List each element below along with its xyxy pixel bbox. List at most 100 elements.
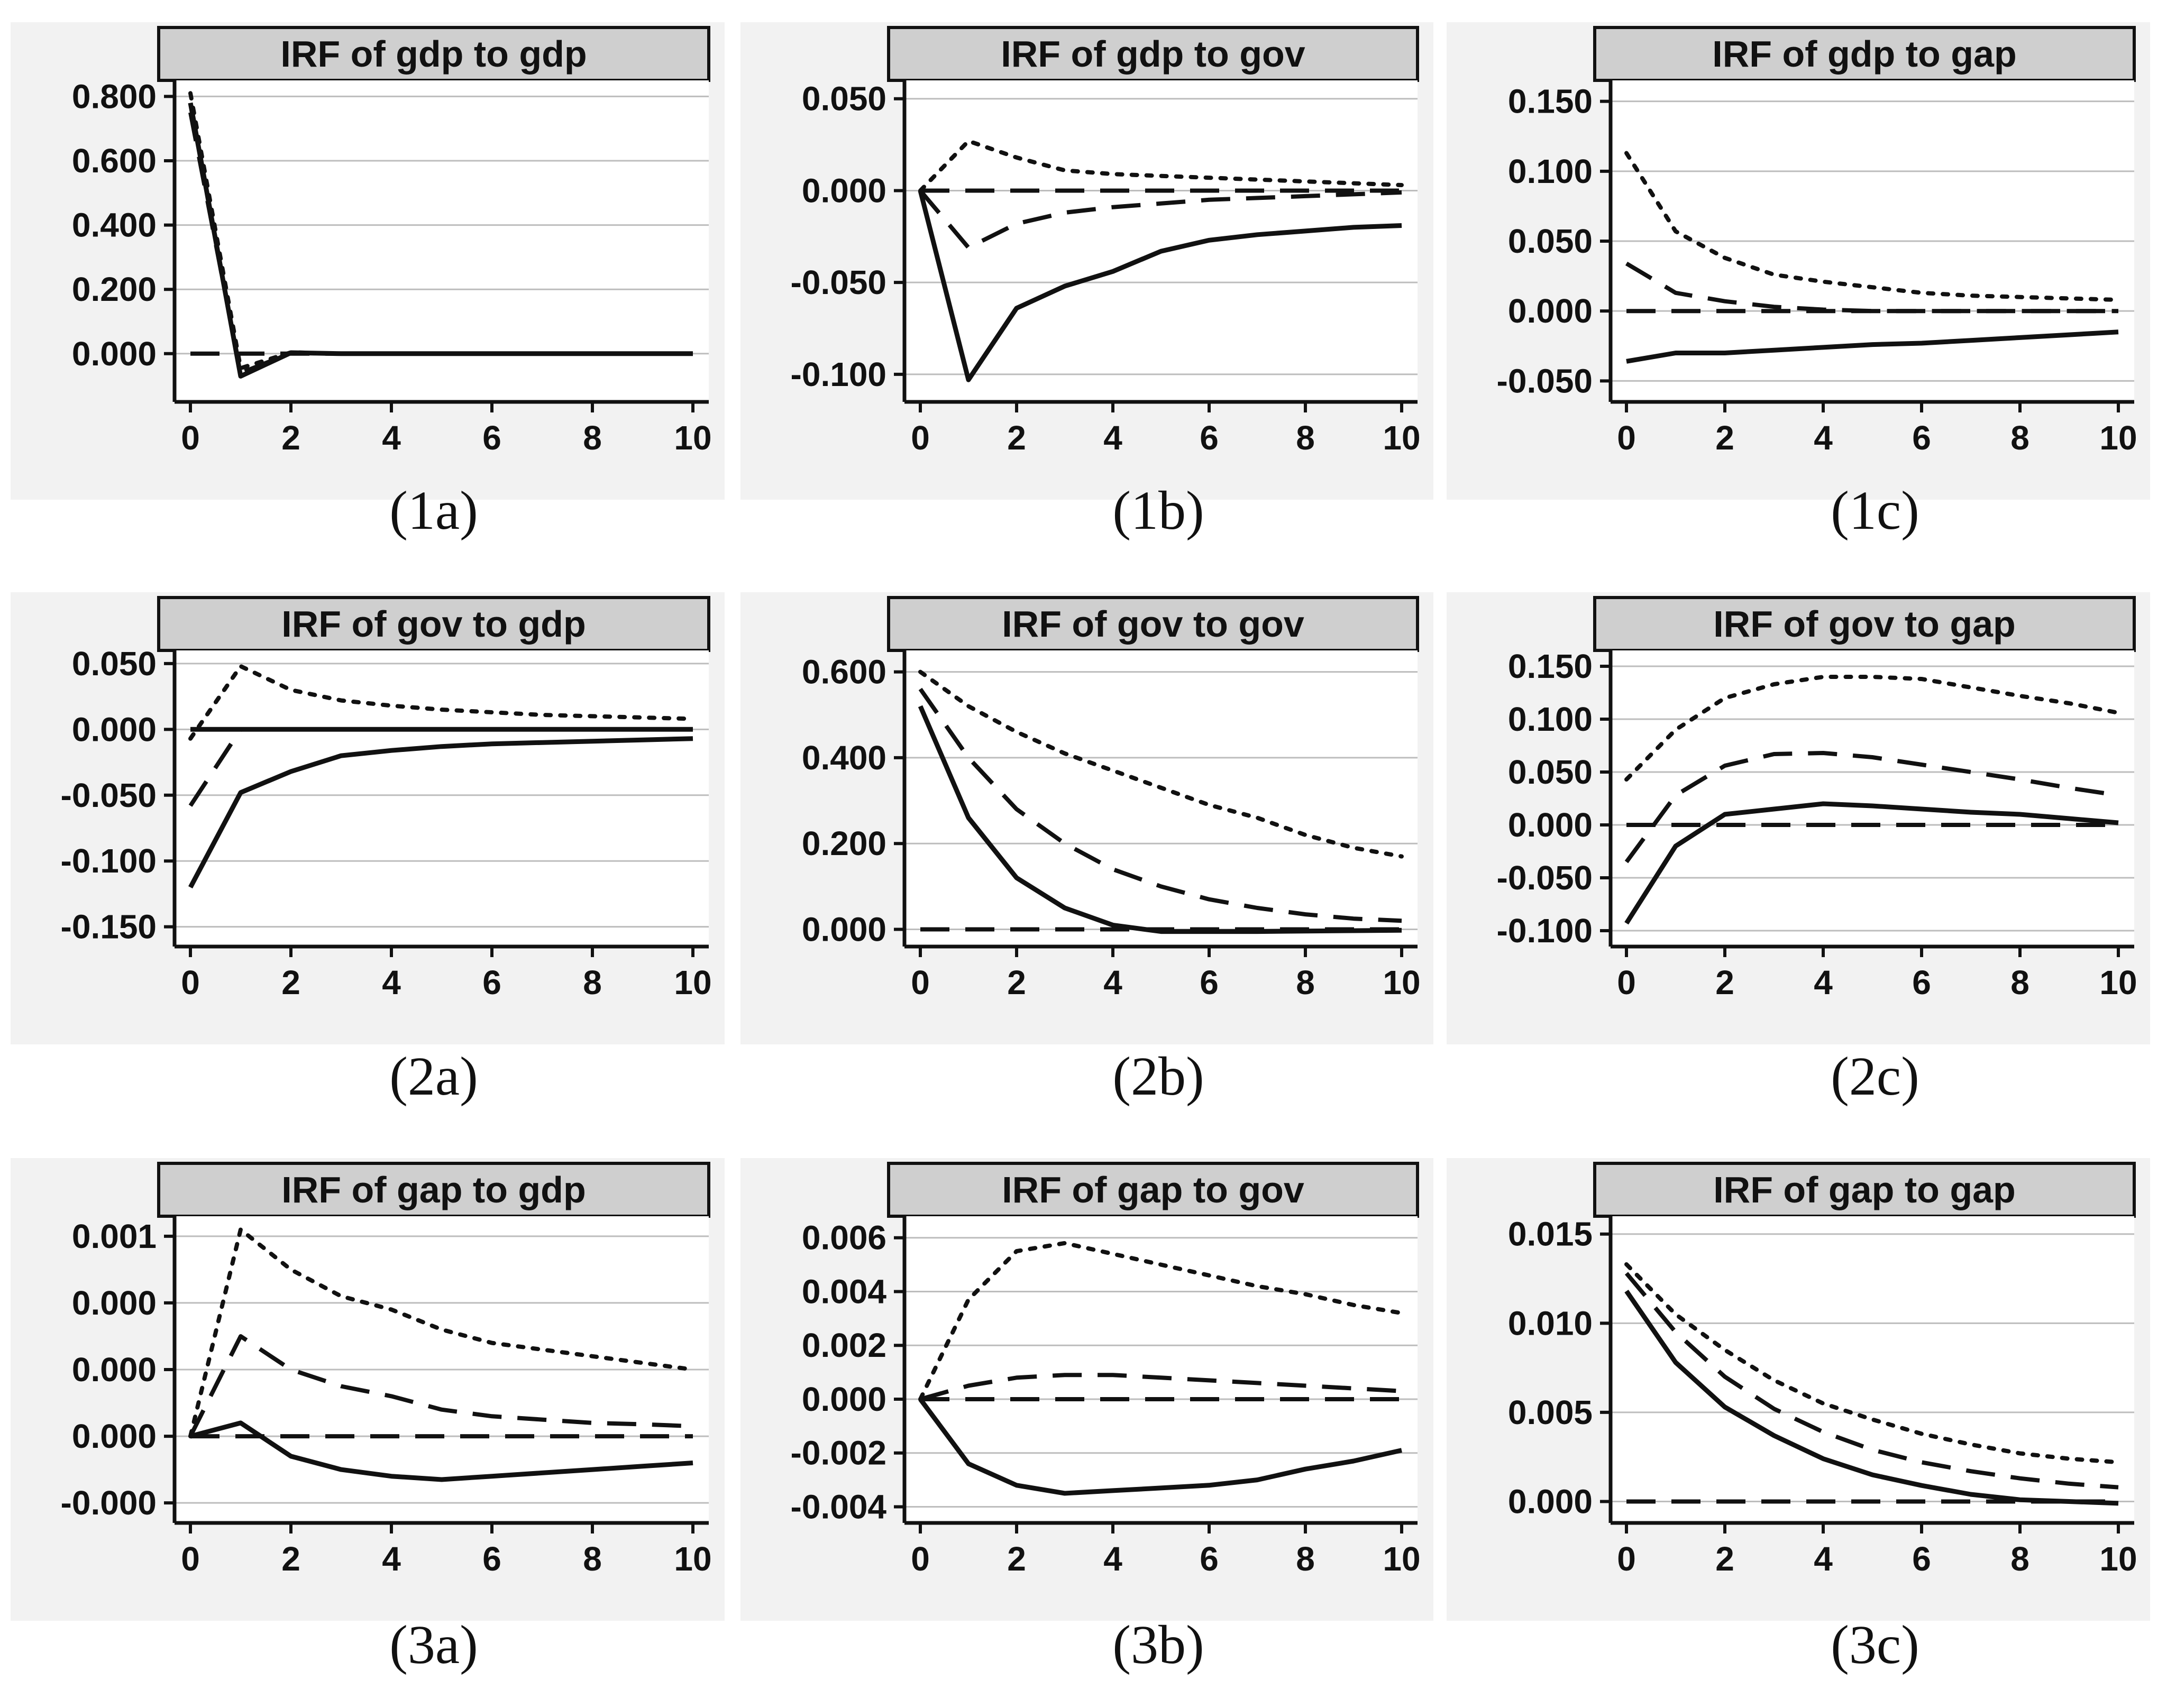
x-tick-label: 10 — [2099, 1540, 2137, 1578]
x-tick-label: 0 — [1617, 1540, 1636, 1578]
x-tick-label: 10 — [1383, 1540, 1420, 1578]
plot-area — [904, 650, 1418, 947]
plot-area — [1611, 650, 2134, 947]
y-tick-label: 0.000 — [1508, 1483, 1593, 1521]
x-tick-label: 10 — [2099, 419, 2137, 457]
x-tick-label: 8 — [2010, 419, 2029, 457]
y-tick-label: 0.005 — [1508, 1393, 1593, 1431]
panel-title: IRF of gov to gap — [1713, 603, 2016, 645]
series-lower-line — [1624, 1272, 2119, 1490]
y-tick-label: -0.050 — [61, 776, 157, 814]
x-tick-label: 2 — [1007, 963, 1026, 1002]
series-lower-line — [1624, 751, 2119, 864]
plot-area — [904, 80, 1418, 402]
y-tick-label: 0.050 — [1508, 222, 1593, 260]
y-tick-label: 0.015 — [1508, 1215, 1593, 1253]
y-tick-label: 0.000 — [72, 1417, 157, 1455]
x-tick-label: 10 — [674, 419, 711, 457]
x-tick-label: 4 — [1103, 963, 1122, 1002]
y-tick-label: 0.000 — [802, 1380, 886, 1418]
panel-title-strip — [887, 26, 1419, 82]
x-tick-label: 0 — [181, 1540, 200, 1578]
panel-title-strip — [157, 26, 710, 82]
panel-title-strip — [157, 596, 710, 652]
y-tick-label: -0.002 — [791, 1434, 886, 1472]
y-tick-label: 0.150 — [1508, 647, 1593, 685]
series-irf-line — [1626, 329, 2119, 364]
panel-3c: IRF of gap to gap 0.000 0.005 0.010 0.015 0 2 4… — [1447, 1158, 2150, 1621]
x-tick-label: 4 — [1103, 1540, 1122, 1578]
panel-title-strip — [157, 1162, 710, 1218]
x-tick-label: 6 — [482, 963, 501, 1002]
y-tick-label: 0.400 — [72, 206, 157, 244]
x-tick-label: 10 — [674, 963, 711, 1002]
x-tick-label: 0 — [1617, 963, 1636, 1002]
x-tick-label: 4 — [382, 1540, 401, 1578]
x-tick-label: 6 — [482, 1540, 501, 1578]
panel-title: IRF of gdp to gov — [1001, 33, 1305, 75]
y-tick-label: -0.100 — [1497, 912, 1593, 950]
panel-title-strip — [1593, 26, 2136, 82]
x-tick-label: 4 — [1814, 419, 1833, 457]
series-irf-line — [188, 736, 693, 889]
x-tick-label: 10 — [2099, 963, 2137, 1002]
y-tick-label: 0.000 — [72, 335, 157, 373]
series-upper-line — [1624, 151, 2120, 302]
x-tick-label: 0 — [181, 963, 200, 1002]
x-tick-label: 6 — [1200, 1540, 1219, 1578]
panel-caption-2b: (2b) — [1112, 1046, 1204, 1107]
x-tick-label: 8 — [583, 419, 602, 457]
y-tick-label: -0.150 — [61, 908, 157, 946]
y-tick-label: 0.050 — [72, 645, 157, 683]
y-tick-label: 0.000 — [802, 171, 886, 209]
y-tick-label: 0.050 — [1508, 753, 1593, 791]
y-tick-label: 0.000 — [72, 1284, 157, 1322]
series-irf-line — [189, 1420, 693, 1482]
x-tick-label: 10 — [1383, 963, 1420, 1002]
x-tick-label: 2 — [281, 419, 300, 457]
x-tick-label: 8 — [1296, 1540, 1315, 1578]
y-tick-label: -0.004 — [791, 1487, 887, 1526]
plot-area — [904, 1216, 1418, 1523]
x-tick-label: 4 — [382, 963, 401, 1002]
x-tick-label: 8 — [583, 1540, 602, 1578]
x-tick-label: 2 — [1007, 419, 1026, 457]
series-upper-line — [188, 1227, 695, 1439]
y-tick-label: -0.050 — [791, 263, 886, 301]
x-tick-label: 0 — [181, 419, 200, 457]
panel-2c: IRF of gov to gap -0.100 -0.050 0.000 0.050 0… — [1447, 592, 2150, 1044]
x-tick-label: 0 — [1617, 419, 1636, 457]
series-irf-line — [918, 705, 1402, 934]
y-tick-label: 0.600 — [802, 653, 886, 691]
x-tick-label: 0 — [911, 1540, 930, 1578]
panel-1c: IRF of gdp to gap -0.050 0.000 0.050 0.100 0.… — [1447, 22, 2150, 500]
x-tick-label: 4 — [1814, 963, 1833, 1002]
panel-caption-2a: (2a) — [389, 1046, 478, 1107]
x-tick-label: 6 — [482, 419, 501, 457]
y-tick-label: 0.200 — [72, 270, 157, 308]
series-lower-line — [188, 1334, 693, 1437]
y-tick-label: 0.200 — [802, 824, 886, 862]
panel-3a: IRF of gap to gdp -0.000 0.000 0.000 0.000 0.… — [11, 1158, 725, 1621]
x-tick-label: 6 — [1200, 963, 1219, 1002]
y-tick-label: 0.150 — [1508, 82, 1593, 121]
y-tick-label: -0.000 — [61, 1484, 157, 1522]
x-tick-label: 6 — [1200, 419, 1219, 457]
series-upper-line — [918, 139, 1404, 193]
panel-caption-3c: (3c) — [1831, 1614, 1919, 1675]
y-tick-label: 0.400 — [802, 739, 886, 777]
panel-title: IRF of gov to gov — [1002, 603, 1304, 645]
panel-caption-1a: (1a) — [389, 480, 478, 541]
panel-caption-2c: (2c) — [1831, 1046, 1919, 1107]
series-irf-line — [1624, 801, 2119, 925]
y-tick-label: 0.100 — [1508, 700, 1593, 738]
panel-title: IRF of gap to gap — [1713, 1169, 2016, 1210]
y-tick-label: 0.000 — [72, 710, 157, 748]
x-tick-label: 8 — [2010, 1540, 2029, 1578]
x-tick-label: 8 — [1296, 963, 1315, 1002]
panel-caption-3a: (3a) — [389, 1614, 478, 1675]
panel-title-strip — [1593, 596, 2136, 652]
x-tick-label: 8 — [583, 963, 602, 1002]
x-tick-label: 4 — [1814, 1540, 1833, 1578]
